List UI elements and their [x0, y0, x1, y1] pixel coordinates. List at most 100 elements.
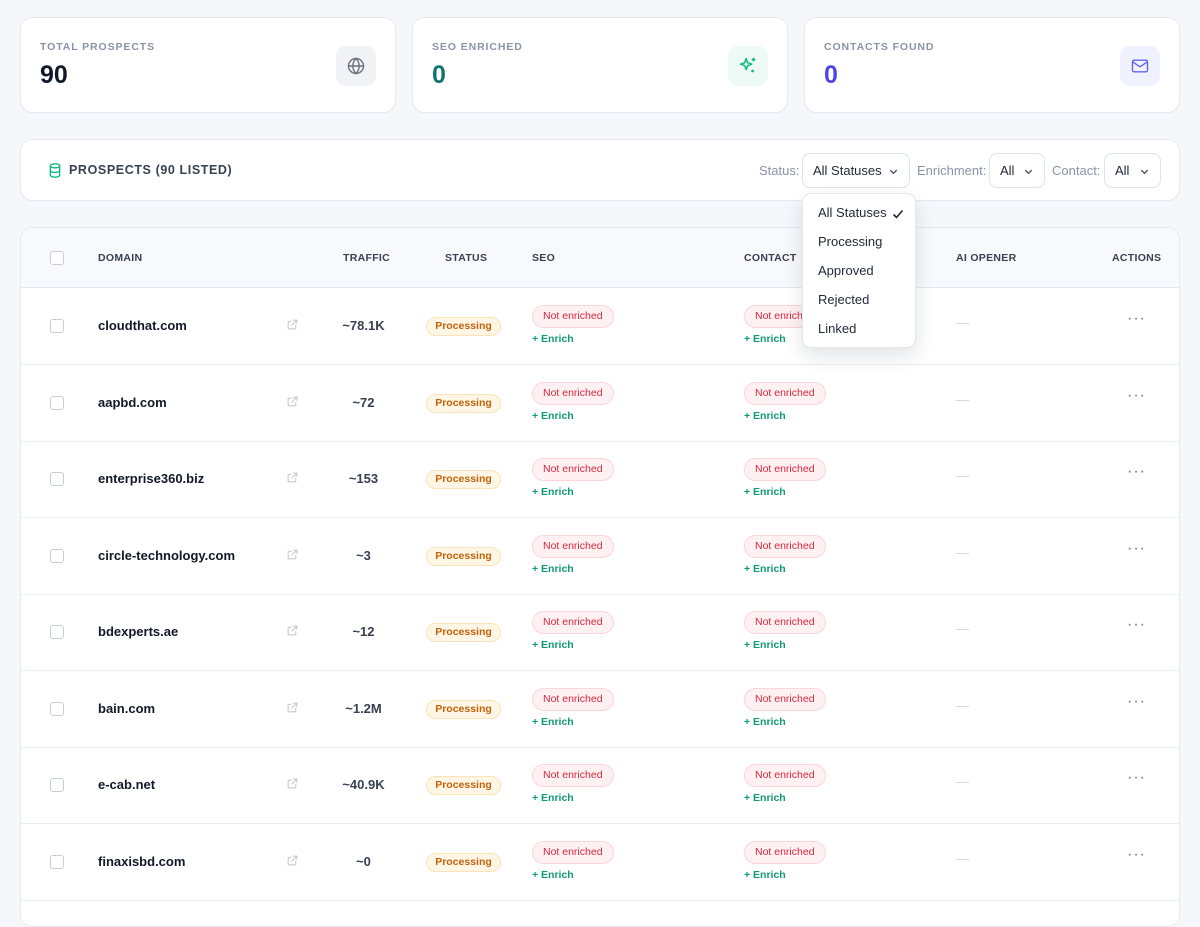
- contact-status-badge: Not enriched: [744, 687, 826, 711]
- column-header-seo[interactable]: SEO: [532, 252, 556, 264]
- seo-status-badge: Not enriched: [532, 687, 614, 711]
- external-link-icon[interactable]: [286, 701, 299, 719]
- row-actions-menu-button[interactable]: ···: [1127, 539, 1146, 557]
- domain-cell[interactable]: enterprise360.biz: [98, 471, 205, 486]
- contact-filter-label: Contact:: [1052, 163, 1101, 178]
- external-link-icon[interactable]: [286, 395, 299, 413]
- row-checkbox[interactable]: [50, 701, 64, 716]
- column-header-ai-opener[interactable]: AI OPENER: [956, 252, 1017, 264]
- seo-status-badge: Not enriched: [532, 458, 614, 481]
- contact-enrich-button[interactable]: + Enrich: [744, 715, 786, 728]
- column-header-domain[interactable]: DOMAIN: [98, 252, 143, 264]
- row-checkbox[interactable]: [50, 472, 64, 486]
- contact-filter-select[interactable]: All: [1104, 153, 1161, 188]
- select-all-checkbox[interactable]: [50, 251, 64, 265]
- external-link-icon[interactable]: [286, 318, 299, 336]
- contact-status-badge: Not enriched: [744, 764, 826, 787]
- prospects-title: PROSPECTS (90 LISTED): [69, 163, 233, 177]
- row-actions-menu-button[interactable]: ···: [1127, 692, 1146, 710]
- domain-cell[interactable]: e-cab.net: [98, 777, 156, 792]
- row-checkbox[interactable]: [50, 548, 64, 563]
- ai-opener-cell: —: [956, 621, 969, 636]
- ai-opener-cell: —: [956, 774, 969, 789]
- status-badge: Processing: [426, 852, 501, 872]
- enrichment-filter-select[interactable]: All: [989, 153, 1045, 188]
- row-checkbox[interactable]: [50, 625, 64, 639]
- status-badge: Processing: [426, 623, 501, 642]
- status-badge: Processing: [426, 776, 501, 795]
- seo-enrich-button[interactable]: + Enrich: [532, 333, 574, 345]
- table-row[interactable]: finaxisbd.com ~0 Processing Not enriched + E…: [21, 824, 1179, 901]
- row-actions-menu-button[interactable]: ···: [1127, 310, 1146, 327]
- external-link-icon[interactable]: [286, 624, 299, 642]
- row-actions-menu-button[interactable]: ···: [1127, 616, 1146, 633]
- contact-enrich-button[interactable]: + Enrich: [744, 868, 786, 881]
- contact-enrich-button[interactable]: + Enrich: [744, 792, 786, 804]
- contact-filter-value: All: [1115, 163, 1130, 178]
- external-link-icon[interactable]: [286, 777, 299, 795]
- contact-enrich-button[interactable]: + Enrich: [744, 639, 786, 651]
- row-actions-menu-button[interactable]: ···: [1127, 463, 1146, 480]
- status-badge: Processing: [426, 470, 501, 489]
- ai-opener-cell: —: [956, 544, 969, 560]
- prospects-table: DOMAIN TRAFFIC STATUS SEO CONTACT AI OPE…: [20, 227, 1180, 927]
- status-option-all-statuses[interactable]: All Statuses: [818, 205, 887, 220]
- domain-cell[interactable]: bdexperts.ae: [98, 624, 179, 639]
- ai-opener-cell: —: [956, 850, 969, 866]
- status-option-processing[interactable]: Processing: [818, 234, 883, 249]
- contact-enrich-button[interactable]: + Enrich: [744, 333, 786, 345]
- column-header-traffic[interactable]: TRAFFIC: [343, 252, 391, 264]
- domain-cell[interactable]: finaxisbd.com: [98, 853, 186, 869]
- table-row[interactable]: aapbd.com ~72 Processing Not enriched + Enri…: [21, 365, 1179, 442]
- seo-enrich-button[interactable]: + Enrich: [532, 639, 574, 651]
- row-actions-menu-button[interactable]: ···: [1127, 845, 1146, 863]
- external-link-icon[interactable]: [286, 548, 299, 566]
- domain-cell[interactable]: cloudthat.com: [98, 318, 187, 333]
- contact-enrich-button[interactable]: + Enrich: [744, 486, 786, 498]
- status-badge: Processing: [426, 317, 501, 336]
- contact-enrich-button[interactable]: + Enrich: [744, 409, 786, 422]
- seo-enrich-button[interactable]: + Enrich: [532, 409, 574, 422]
- status-filter-select[interactable]: All Statuses: [802, 153, 910, 188]
- column-header-contact[interactable]: CONTACT: [744, 252, 797, 264]
- domain-cell[interactable]: aapbd.com: [98, 394, 167, 410]
- seo-enrich-button[interactable]: + Enrich: [532, 715, 574, 728]
- status-option-approved[interactable]: Approved: [818, 263, 874, 278]
- table-row[interactable]: cloudthat.com ~78.1K Processing Not enriche…: [21, 288, 1179, 365]
- row-actions-menu-button[interactable]: ···: [1127, 386, 1146, 404]
- table-row[interactable]: bdexperts.ae ~12 Processing Not enriched + E…: [21, 594, 1179, 671]
- row-checkbox[interactable]: [50, 854, 64, 869]
- sparkles-icon: [728, 46, 768, 86]
- external-link-icon[interactable]: [286, 471, 299, 489]
- ai-opener-cell: —: [956, 697, 969, 713]
- database-icon: [47, 162, 63, 184]
- seo-enrich-button[interactable]: + Enrich: [532, 486, 574, 498]
- seo-status-badge: Not enriched: [532, 534, 614, 558]
- table-row[interactable]: e-cab.net ~40.9K Processing Not enriched + E…: [21, 747, 1179, 824]
- status-option-rejected[interactable]: Rejected: [818, 292, 870, 307]
- domain-cell[interactable]: bain.com: [98, 700, 156, 716]
- chevron-down-icon: [888, 165, 899, 180]
- contact-enrich-button[interactable]: + Enrich: [744, 562, 786, 575]
- table-row[interactable]: enterprise360.biz ~153 Processing Not enric…: [21, 441, 1179, 518]
- status-dropdown-menu: All Statuses Processing Approved Rejecte…: [802, 193, 916, 348]
- seo-enrich-button[interactable]: + Enrich: [532, 792, 574, 804]
- column-header-actions: ACTIONS: [1112, 252, 1162, 264]
- status-badge: Processing: [426, 393, 501, 413]
- row-checkbox[interactable]: [50, 778, 64, 792]
- contact-status-badge: Not enriched: [744, 534, 826, 558]
- row-checkbox[interactable]: [50, 319, 64, 333]
- row-actions-menu-button[interactable]: ···: [1127, 769, 1146, 786]
- status-option-linked[interactable]: Linked: [818, 321, 857, 336]
- external-link-icon[interactable]: [286, 854, 299, 872]
- table-row[interactable]: circle-technology.com ~3 Processing Not enr…: [21, 518, 1179, 595]
- domain-cell[interactable]: circle-technology.com: [98, 547, 236, 563]
- table-row[interactable]: bain.com ~1.2M Processing Not enriched + Enr…: [21, 671, 1179, 748]
- enrichment-filter-value: All: [1000, 163, 1015, 178]
- row-checkbox[interactable]: [50, 395, 64, 410]
- column-header-status[interactable]: STATUS: [445, 252, 488, 264]
- seo-enrich-button[interactable]: + Enrich: [532, 562, 574, 575]
- seo-enrich-button[interactable]: + Enrich: [532, 868, 574, 881]
- stat-value: 0: [432, 61, 446, 89]
- traffic-cell: ~153: [348, 471, 379, 486]
